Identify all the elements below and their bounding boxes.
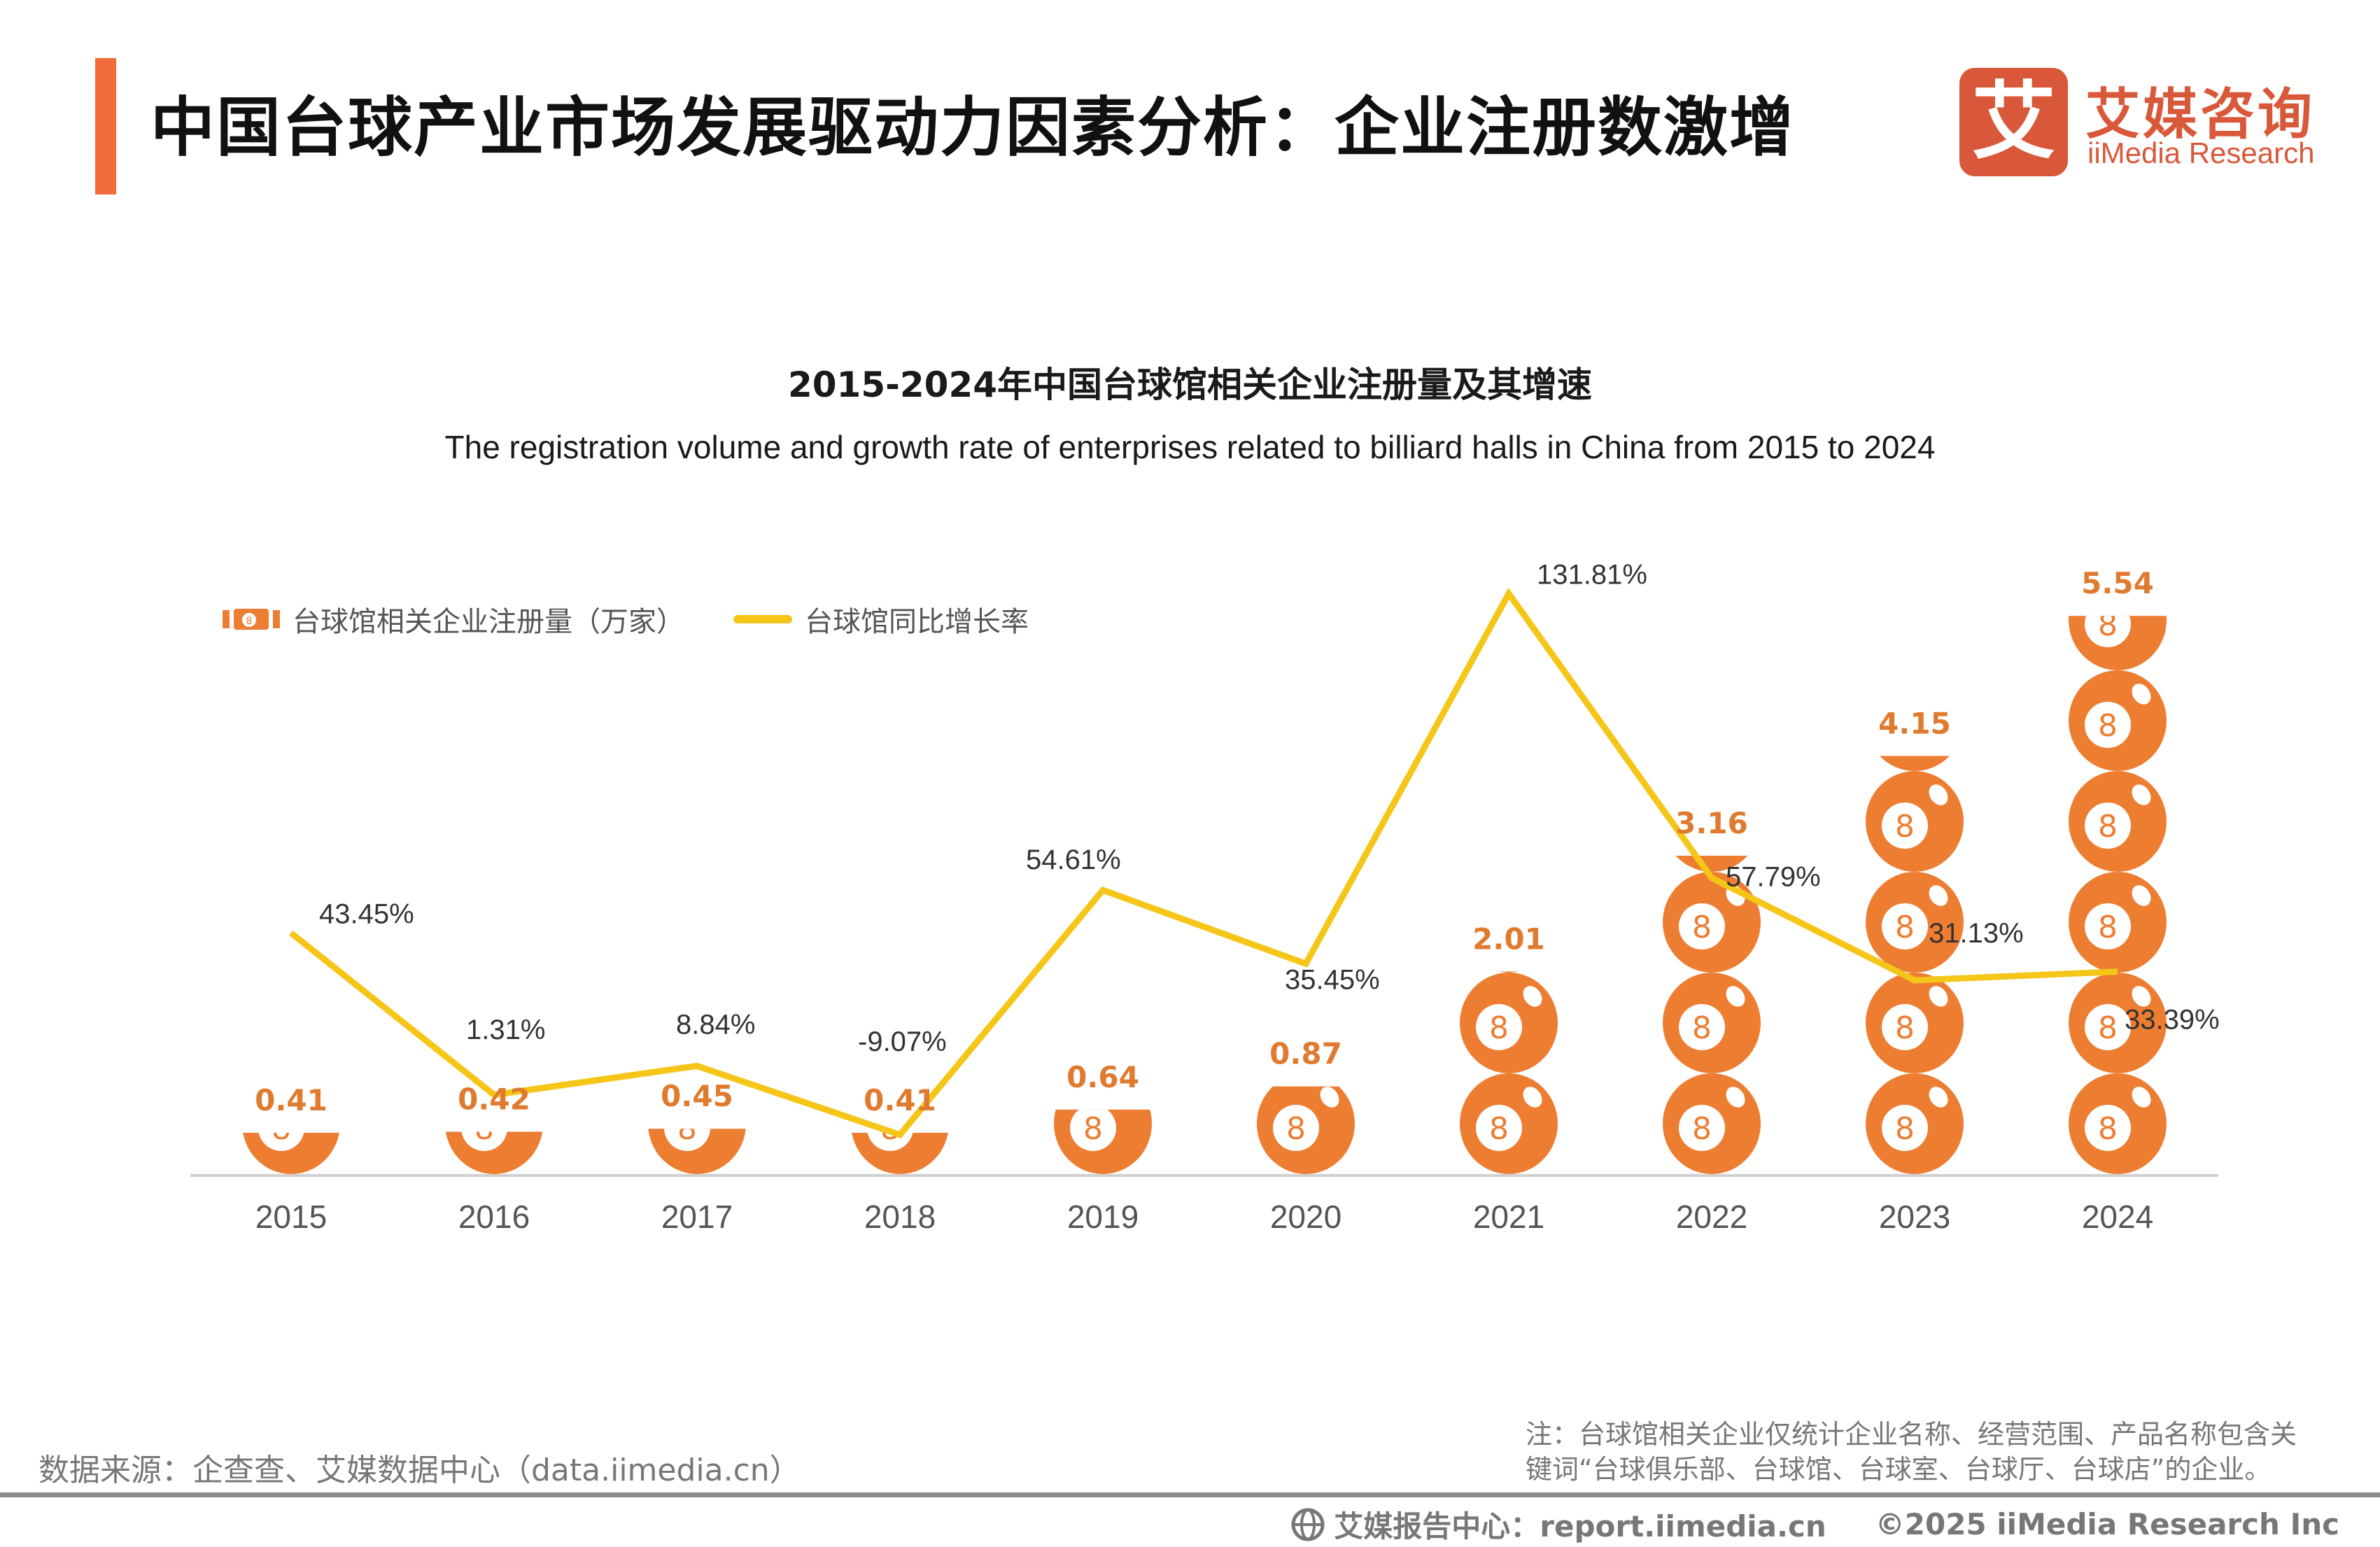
growth-rate-point <box>1914 980 1915 982</box>
growth-rate-point <box>1102 889 1104 891</box>
bar-value-label: 5.54 <box>2081 566 2154 600</box>
growth-rate-point <box>1508 593 1509 595</box>
x-tick-label: 2023 <box>1879 1199 1950 1235</box>
chart-title: 2015-2024年中国台球馆相关企业注册量及其增速 <box>787 365 1593 405</box>
billiard-ball-icon <box>1663 973 1761 1073</box>
growth-rate-point <box>2117 970 2118 973</box>
growth-rate-line <box>289 587 2118 1139</box>
x-tick-label: 2018 <box>864 1199 936 1235</box>
growth-rate-label: 54.61% <box>1026 845 1121 875</box>
growth-rate-point <box>1305 963 1307 965</box>
data-source: 数据来源：企查查、艾媒数据中心（data.iimedia.cn） <box>38 1453 801 1488</box>
billiard-ball-icon <box>1866 973 1964 1073</box>
growth-rate-label: 35.45% <box>1285 964 1380 995</box>
bar-value-label: 0.64 <box>1066 1060 1139 1094</box>
bar-value-label: 3.16 <box>1675 806 1748 840</box>
legend-label-growth-rate: 台球馆同比增长率 <box>805 606 1029 638</box>
growth-rate-point <box>696 1065 698 1067</box>
growth-rate-point <box>1711 877 1712 879</box>
chart-subtitle: The registration volume and growth rate … <box>444 429 1936 465</box>
bar-value-label: 0.45 <box>661 1079 733 1113</box>
growth-rate-label: -9.07% <box>858 1026 947 1057</box>
billiard-ball-icon <box>2069 771 2167 872</box>
brand-logo: 艾 艾媒咨询 iiMedia Research <box>1959 68 2337 176</box>
growth-rate-label: 57.79% <box>1726 862 1821 893</box>
billiard-ball-icon <box>1257 1086 1355 1174</box>
note-line-1: 注：台球馆相关企业仅统计企业名称、经营范围、产品名称包含关 <box>1526 1419 2297 1450</box>
x-tick-label: 2024 <box>2082 1199 2153 1235</box>
report-center-link[interactable]: 艾媒报告中心：report.iimedia.cn <box>1334 1509 1826 1544</box>
growth-rate-label: 33.39% <box>2125 1005 2220 1036</box>
billiard-ball-icon <box>2069 670 2167 771</box>
x-tick-label: 2021 <box>1473 1199 1544 1235</box>
logo-mark-icon: 艾 <box>1959 68 2068 176</box>
growth-rate-point <box>899 1133 901 1136</box>
note-line-2: 键词“台球俱乐部、台球馆、台球室、台球厅、台球店”的企业。 <box>1526 1454 2272 1485</box>
bar-2024 <box>2069 616 2167 1174</box>
logo-cn-text: 艾媒咨询 <box>2085 83 2316 146</box>
legend-item-growth-rate: 台球馆同比增长率 <box>733 599 1029 640</box>
bar-2021 <box>1460 971 1558 1174</box>
billiard-ball-icon <box>1460 973 1558 1073</box>
title-accent-bar <box>95 58 116 195</box>
x-tick-label: 2015 <box>255 1199 327 1235</box>
growth-rate-label: 31.13% <box>1929 918 2024 949</box>
bar-value-label: 0.41 <box>864 1083 936 1117</box>
logo-en-text: iiMedia Research <box>2087 136 2315 169</box>
x-tick-label: 2022 <box>1676 1199 1747 1235</box>
x-tick-label: 2019 <box>1067 1199 1139 1235</box>
copyright: ©2025 iiMedia Research Inc <box>1875 1507 2339 1541</box>
billiard-ball-icon <box>2069 1073 2167 1174</box>
legend-item-registrations: 8 台球馆相关企业注册量（万家） <box>223 599 684 640</box>
bar-value-label: 2.01 <box>1472 922 1545 956</box>
x-tick-label: 2016 <box>458 1199 530 1235</box>
chart-legend: 8 台球馆相关企业注册量（万家） 台球馆同比增长率 <box>223 598 1078 640</box>
billiard-ball-icon: 8 <box>223 609 280 630</box>
growth-rate-point <box>290 932 292 934</box>
growth-rate-label: 131.81% <box>1537 559 1647 590</box>
svg-text:8: 8 <box>246 616 253 627</box>
chart-note: 注：台球馆相关企业仅统计企业名称、经营范围、产品名称包含关 键词“台球俱乐部、台… <box>1526 1417 2365 1487</box>
globe-icon <box>1291 1508 1325 1541</box>
billiard-ball-icon <box>1866 1073 1964 1174</box>
billiard-ball-icon <box>1663 1073 1761 1174</box>
bar-value-label: 0.41 <box>255 1083 328 1117</box>
page-title: 中国台球产业市场发展驱动力因素分析：企业注册数激增 <box>150 90 1796 165</box>
bar-value-label: 0.42 <box>458 1082 530 1117</box>
billiard-ball-icon <box>2069 872 2167 973</box>
legend-label-registrations: 台球馆相关企业注册量（万家） <box>293 606 684 638</box>
bar-value-label: 4.15 <box>1878 706 1951 740</box>
x-tick-label: 2017 <box>661 1199 733 1235</box>
billiard-ball-icon <box>1460 1073 1558 1174</box>
growth-rate-label: 43.45% <box>319 898 414 929</box>
billiard-ball-icon <box>1866 771 1964 872</box>
bar-value-label: 0.87 <box>1269 1037 1342 1071</box>
growth-rate-label: 1.31% <box>466 1015 545 1045</box>
x-tick-label: 2020 <box>1270 1199 1342 1235</box>
bar-2020 <box>1257 1086 1355 1174</box>
line-swatch-icon <box>733 615 792 623</box>
growth-rate-label: 8.84% <box>676 1009 755 1040</box>
growth-rate-point <box>493 1094 495 1096</box>
footer-divider <box>0 1492 2380 1497</box>
footer-bar: 艾媒报告中心：report.iimedia.cn ©2025 iiMedia R… <box>1290 1503 2339 1546</box>
